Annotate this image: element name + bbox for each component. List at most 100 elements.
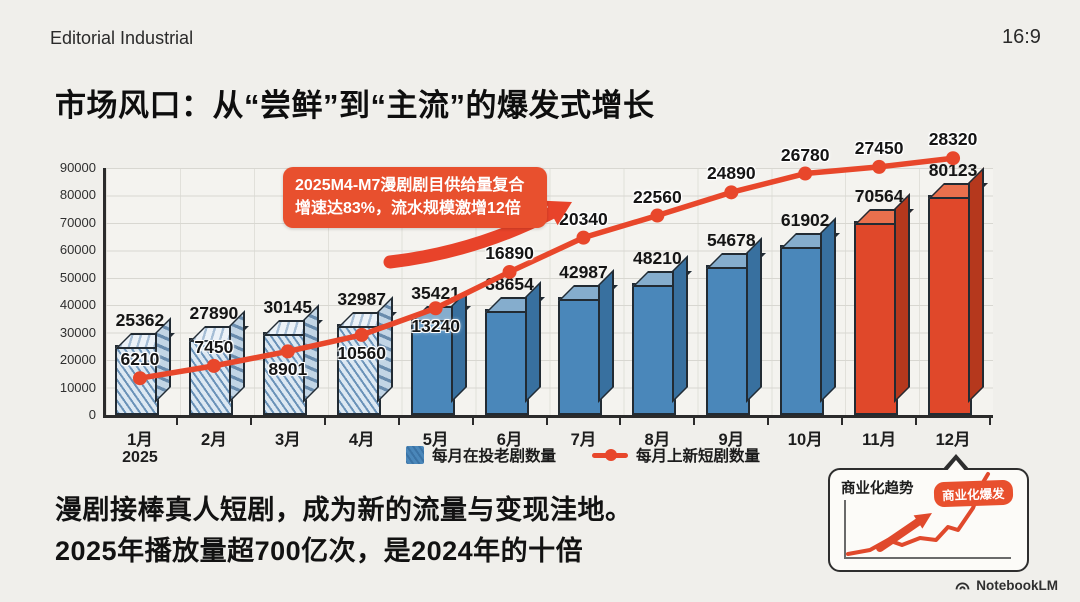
x-tick-mark	[693, 418, 696, 425]
x-tick-mark	[471, 418, 474, 425]
y-tick-label: 50000	[59, 269, 96, 285]
line-dot-1月	[132, 371, 147, 386]
bar-swatch-icon	[406, 446, 424, 464]
bar-12月	[928, 195, 973, 415]
bar-value-label: 27890	[189, 303, 239, 324]
legend-line-label: 每月上新短剧数量	[636, 448, 761, 465]
inset-title: 商业化趋势	[841, 481, 914, 497]
brand-label: Editorial Industrial	[50, 28, 194, 48]
line-dot-11月	[872, 159, 887, 174]
x-tick-mark	[397, 418, 400, 425]
line-value-label: 7450	[194, 336, 234, 357]
bar-value-label: 61902	[780, 210, 830, 231]
annotation-callout: 2025M4-M7漫剧剧目供给量复合 增速达83%，流水规模激增12倍	[283, 167, 547, 229]
line-value-label: 16890	[485, 242, 534, 263]
y-tick-label: 10000	[59, 379, 96, 395]
line-value-label: 20340	[559, 208, 608, 229]
x-tick-mark	[767, 418, 770, 425]
bar-value-label: 42987	[559, 262, 608, 283]
x-axis-label: 1月	[127, 431, 153, 449]
x-tick-mark	[323, 418, 326, 425]
watermark: NotebookLM	[954, 578, 1058, 593]
line-dot-9月	[724, 185, 739, 200]
line-value-label: 6210	[120, 349, 160, 370]
line-series	[132, 151, 961, 386]
line-value-label: 8901	[268, 359, 308, 380]
line-dot-2月	[206, 358, 221, 373]
bar-9月	[706, 264, 751, 415]
line-value-label: 27450	[854, 137, 904, 158]
y-tick-label: 30000	[59, 324, 96, 340]
annotation-line1: 2025M4-M7漫剧剧目供给量复合	[295, 177, 525, 194]
x-axis-label: 10月	[787, 431, 823, 449]
y-tick-label: 60000	[59, 242, 96, 258]
line-dot-4月	[354, 327, 369, 342]
y-tick-label: 80000	[59, 187, 96, 203]
bar-value-label: 32987	[337, 289, 387, 310]
y-tick-label: 20000	[59, 352, 96, 368]
x-tick-mark	[545, 418, 548, 425]
x-axis-label: 11月	[862, 431, 897, 449]
aspect-ratio-badge: 16:9	[1002, 26, 1041, 48]
bar-value-label: 54678	[706, 229, 756, 250]
bar-5月	[410, 317, 455, 415]
bubble-pointer-fill-icon	[946, 460, 966, 472]
line-value-label: 13240	[411, 316, 460, 337]
inset-badge: 商业化爆发	[933, 479, 1013, 508]
line-swatch-icon	[592, 449, 629, 461]
y-tick-label: 90000	[59, 160, 96, 175]
line-dot-10月	[798, 166, 813, 181]
x-tick-mark	[989, 418, 991, 425]
x-axis-label: 9月	[718, 431, 745, 449]
summary-line2: 2025年播放量超700亿次，是2024年的十倍	[55, 535, 584, 566]
y-tick-label: 70000	[59, 214, 96, 230]
bar-10月	[780, 245, 825, 415]
x-axis-label: 12月	[935, 431, 971, 449]
line-dot-6月	[502, 264, 517, 279]
x-tick-mark	[841, 418, 844, 425]
bar-value-label: 25362	[115, 310, 165, 331]
bar-value-label: 30145	[263, 297, 313, 318]
x-tick-mark	[175, 418, 178, 425]
line-value-label: 26780	[780, 144, 830, 165]
inset-x-axis	[844, 557, 1011, 559]
line-dot-7月	[576, 230, 591, 245]
x-axis-label: 8月	[644, 431, 671, 449]
line-value-label: 22560	[633, 186, 682, 207]
summary-line1: 漫剧接棒真人短剧，成为新的流量与变现洼地。	[55, 495, 633, 525]
summary-statement: 漫剧接棒真人短剧，成为新的流量与变现洼地。 2025年播放量超700亿次，是20…	[55, 490, 633, 571]
legend-item-line: 每月上新短剧数量	[592, 444, 760, 466]
line-value-label: 24890	[706, 163, 756, 184]
line-dot-8月	[650, 208, 665, 223]
y-tick-label: 40000	[59, 297, 96, 313]
bar-value-label: 80123	[928, 160, 978, 181]
inset-y-axis	[844, 500, 846, 559]
x-axis-label: 2月	[201, 431, 227, 449]
bar-11月	[854, 221, 899, 415]
notebooklm-icon	[955, 582, 970, 590]
line-dot-5月	[428, 301, 443, 316]
bar-8月	[632, 282, 677, 415]
line-dot-3月	[280, 344, 295, 359]
bar-2月	[188, 338, 233, 415]
line-value-label: 28320	[928, 129, 978, 150]
x-tick-mark	[915, 418, 918, 425]
x-tick-mark	[249, 418, 252, 425]
x-axis-label: 4月	[348, 431, 375, 449]
x-axis-year-label: 2025	[122, 449, 158, 466]
x-axis-label: 5月	[422, 431, 449, 449]
legend-bar-label: 每月在投老剧数量	[432, 448, 557, 465]
x-axis-label: 6月	[496, 431, 523, 449]
x-tick-mark	[619, 418, 622, 425]
page-title: 市场风口：从“尝鲜”到“主流”的爆发式增长	[55, 88, 655, 123]
x-axis-label: 7月	[570, 431, 597, 449]
y-tick-label: 0	[88, 407, 96, 422]
bar-value-label: 70564	[854, 186, 904, 207]
bar-7月	[558, 297, 603, 415]
chart-legend: 每月在投老剧数量 每月上新短剧数量	[406, 444, 760, 466]
annotation-line2: 增速达83%，流水规模激增12倍	[295, 199, 521, 217]
bar-value-label: 35421	[411, 282, 460, 303]
bar-value-label: 48210	[633, 247, 682, 268]
line-value-label: 10560	[337, 342, 387, 363]
